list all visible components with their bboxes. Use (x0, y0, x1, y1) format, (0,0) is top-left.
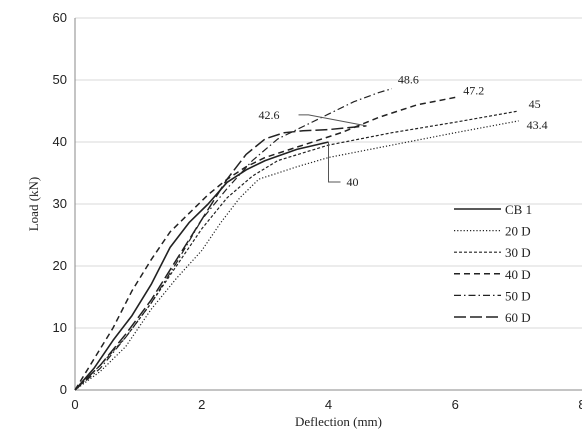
y-tick-label: 20 (53, 258, 67, 273)
annotation-leader (328, 142, 341, 183)
series-lines (74, 88, 519, 391)
x-tick-label: 0 (71, 397, 78, 412)
series-line (74, 96, 456, 391)
y-tick-label: 0 (60, 382, 67, 397)
y-tick-label: 40 (53, 134, 67, 149)
x-tick-label: 2 (198, 397, 205, 412)
annotation-label: 43.4 (527, 118, 548, 132)
legend-label: CB 1 (505, 202, 532, 217)
legend-label: 40 D (505, 267, 531, 282)
series-line (74, 141, 329, 391)
grid-lines (75, 17, 582, 329)
legend-label: 20 D (505, 224, 531, 239)
annotation-label: 42.6 (259, 108, 280, 122)
annotation-leader (298, 114, 367, 127)
x-tick-label: 4 (325, 397, 332, 412)
x-tick-label: 8 (578, 397, 582, 412)
annotation-label: 48.6 (398, 73, 419, 87)
x-tick-labels: 0 2 4 6 8 (71, 397, 582, 412)
annotation-label: 45 (529, 97, 541, 111)
legend-label: 30 D (505, 245, 531, 260)
annotation-label: 47.2 (463, 83, 484, 97)
series-line (74, 110, 519, 391)
y-tick-label: 50 (53, 72, 67, 87)
axes (74, 18, 582, 391)
y-tick-label: 30 (53, 196, 67, 211)
y-tick-labels: 0 10 20 30 40 50 60 (53, 10, 67, 397)
series-line (74, 125, 367, 391)
legend-label: 50 D (505, 288, 531, 303)
legend: CB 1 20 D 30 D 40 D 50 D 60 D (454, 202, 532, 325)
series-line (74, 120, 519, 391)
series-line (74, 88, 393, 391)
y-tick-label: 60 (53, 10, 67, 25)
annotations: 48.6 47.2 45 43.4 42.6 40 (259, 73, 548, 189)
legend-label: 60 D (505, 310, 531, 325)
y-axis-title: Load (kN) (26, 177, 41, 232)
x-axis-title: Deflection (mm) (295, 414, 382, 429)
annotation-label: 40 (347, 175, 359, 189)
y-tick-label: 10 (53, 320, 67, 335)
x-tick-label: 6 (452, 397, 459, 412)
